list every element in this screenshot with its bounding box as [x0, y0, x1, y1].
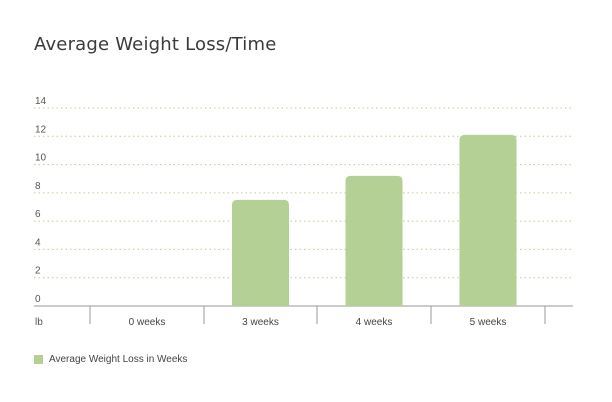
x-tick-label: 5 weeks: [470, 317, 507, 328]
legend-swatch: [34, 355, 43, 364]
y-tick-label: 2: [35, 266, 41, 277]
y-unit-label: lb: [35, 317, 43, 328]
bar: [345, 175, 403, 306]
y-tick-label: 0: [35, 294, 41, 305]
legend: Average Weight Loss in Weeks: [34, 354, 187, 365]
legend-label: Average Weight Loss in Weeks: [49, 354, 188, 365]
y-tick-label: 6: [35, 209, 41, 220]
chart-title: Average Weight Loss/Time: [34, 34, 277, 55]
x-tick-label: 3 weeks: [242, 317, 279, 328]
bar: [459, 134, 517, 306]
y-tick-label: 10: [35, 153, 47, 164]
y-tick-label: 4: [35, 237, 41, 248]
x-tick-label: 4 weeks: [356, 317, 393, 328]
bar: [232, 199, 289, 306]
x-tick-label: 0 weeks: [129, 317, 166, 328]
y-tick-label: 8: [35, 181, 41, 192]
y-tick-label: 12: [35, 124, 47, 135]
y-tick-label: 14: [35, 96, 47, 107]
